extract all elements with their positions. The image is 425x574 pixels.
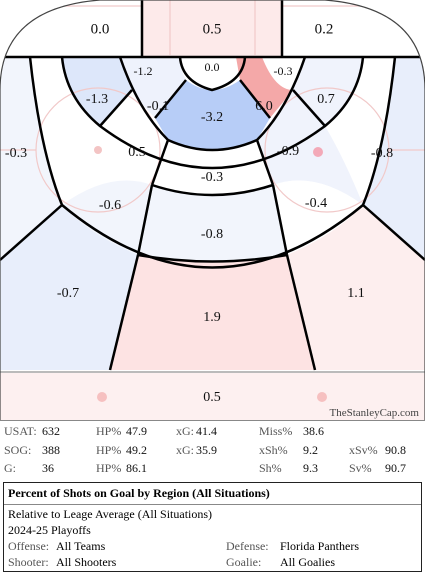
zone-top-center <box>142 0 282 57</box>
zone-ring-left <box>120 57 186 118</box>
label-mid-left: -0.6 <box>99 198 121 213</box>
miss-label: Miss% <box>259 424 293 438</box>
label-slot-lower: -0.8 <box>201 227 223 242</box>
sog-label: SOG: <box>4 443 32 457</box>
zone-mid-left <box>62 180 152 255</box>
hp3-label: HP% <box>96 461 122 475</box>
offense-label: Offense: <box>8 539 50 553</box>
label-top-left: 0.0 <box>91 21 110 37</box>
xsv-value: 90.8 <box>385 443 406 457</box>
zone-high-slot <box>110 255 315 370</box>
xg2-label: xG: <box>176 443 194 457</box>
xsh-value: 9.2 <box>303 443 318 457</box>
label-slot-upper: -0.3 <box>201 170 223 185</box>
chart-subtitle: Relative to Leage Average (All Situation… <box>8 507 213 521</box>
label-neutral: 0.5 <box>203 390 221 405</box>
zone-point-left <box>0 205 138 370</box>
label-crease-center: 0.0 <box>205 60 220 74</box>
sv-label: Sv% <box>349 461 372 475</box>
hp1-value: 47.9 <box>126 424 147 438</box>
rink-markings <box>0 0 425 213</box>
info-panel: Percent of Shots on Goal by Region (All … <box>3 482 422 572</box>
hp3-value: 86.1 <box>126 461 147 475</box>
xg1-value: 41.4 <box>196 424 217 438</box>
label-top-center: 0.5 <box>203 21 222 37</box>
neutral-dot-right <box>317 392 327 402</box>
defense-value: Florida Panthers <box>280 539 359 553</box>
label-circle-left: 0.5 <box>128 145 146 160</box>
label-side-right: -0.8 <box>371 146 393 161</box>
shooter-label: Shooter: <box>8 555 49 569</box>
hp2-value: 49.2 <box>126 443 147 457</box>
zone-inner-right <box>236 57 293 118</box>
label-mid-right: -0.4 <box>305 196 327 211</box>
sog-value: 388 <box>42 443 60 457</box>
zone-circle-right <box>257 90 363 205</box>
g-value: 36 <box>42 461 54 475</box>
zone-side-left <box>0 57 62 260</box>
label-side-left: -0.3 <box>5 146 27 161</box>
xsh-label: xSh% <box>259 443 288 457</box>
label-inner-center: -3.2 <box>201 110 223 125</box>
chart-title: Percent of Shots on Goal by Region (All … <box>8 486 270 500</box>
zone-mid-right <box>273 180 363 255</box>
label-inner-left: -0.1 <box>147 99 169 114</box>
miss-value: 38.6 <box>303 424 324 438</box>
sh-label: Sh% <box>259 461 282 475</box>
hp1-label: HP% <box>96 424 122 438</box>
label-arc-far-left: -1.3 <box>86 92 108 107</box>
label-circle-right: -0.9 <box>277 144 299 159</box>
xsv-label: xSv% <box>349 443 378 457</box>
label-arc-left: -1.2 <box>134 64 153 78</box>
label-inner-right: 6.0 <box>255 99 273 114</box>
goalie-label: Goalie: <box>226 555 262 569</box>
label-arc-far-right: 0.7 <box>317 92 335 107</box>
info-divider <box>4 504 421 505</box>
zone-inner-center <box>155 80 270 149</box>
usat-value: 632 <box>42 424 60 438</box>
stats-panel: USAT: 632 SOG: 388 G: 36 HP% 47.9 HP% 49… <box>0 420 425 483</box>
label-point-left: -0.7 <box>57 286 79 301</box>
sv-value: 90.7 <box>385 461 406 475</box>
label-arc-right: -0.3 <box>274 64 293 78</box>
rink-diagram: 0.0 0.5 0.2 -1.3 -1.2 0.0 -0.3 0.7 -0.1 … <box>0 0 425 420</box>
faceoff-dot-right <box>313 147 323 157</box>
zone-circle-left <box>62 90 168 205</box>
goalie-value: All Goalies <box>280 555 335 569</box>
season-label: 2024-25 Playoffs <box>8 523 91 537</box>
zone-borders <box>0 0 425 371</box>
sh-value: 9.3 <box>303 461 318 475</box>
defense-label: Defense: <box>226 539 269 553</box>
zone-side-right <box>363 57 425 260</box>
label-top-right: 0.2 <box>315 21 334 37</box>
offense-value: All Teams <box>56 539 106 553</box>
usat-label: USAT: <box>4 424 37 438</box>
faceoff-dot-left <box>94 146 102 154</box>
site-credit: TheStanleyCap.com <box>329 407 419 419</box>
zone-slot-lower <box>138 185 287 262</box>
hp2-label: HP% <box>96 443 122 457</box>
neutral-dot-left <box>97 392 107 402</box>
shooter-value: All Shooters <box>56 555 117 569</box>
g-label: G: <box>4 461 16 475</box>
xg2-value: 35.9 <box>196 443 217 457</box>
xg1-label: xG: <box>176 424 194 438</box>
label-high-slot: 1.9 <box>203 310 221 325</box>
zone-point-right <box>287 205 425 370</box>
zone-neutral <box>0 373 425 420</box>
label-point-right: 1.1 <box>347 286 365 301</box>
